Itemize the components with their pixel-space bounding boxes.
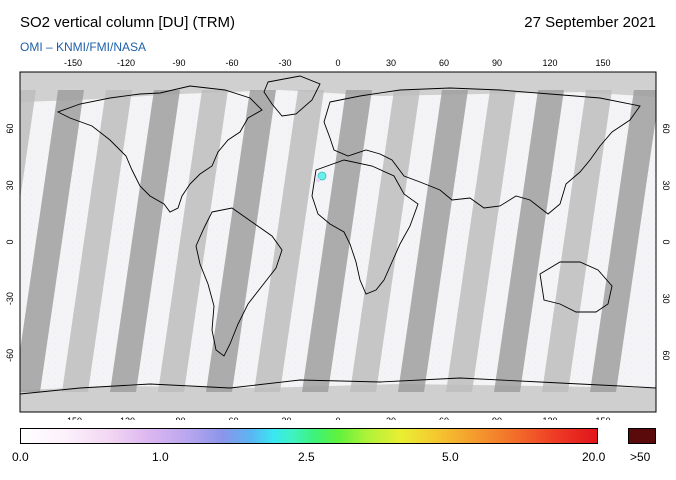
lat-tick-left: 60 (5, 124, 15, 134)
so2-trace-marker (316, 178, 320, 182)
lon-tick-top: -30 (278, 58, 291, 68)
swath-band (110, 90, 180, 392)
lat-tick-left: 0 (5, 239, 15, 244)
africa (311, 159, 419, 295)
swath-band (302, 90, 372, 392)
lat-tick-right: 60 (661, 350, 671, 360)
satellite-swaths (20, 90, 656, 392)
swath-band (254, 90, 324, 392)
credit-line: OMI – KNMI/FMI/NASA (20, 40, 147, 54)
lat-tick-right: 30 (661, 180, 671, 190)
north-america (56, 85, 263, 213)
lat-tick-right: 30 (661, 294, 671, 304)
lat-tick-left: 30 (5, 180, 15, 190)
greenland (263, 75, 321, 117)
swath-band (20, 90, 36, 200)
map-date: 27 September 2021 (524, 14, 656, 31)
axis-ticks: -150 -150 -120 -120 -90 -90 -60 -60 -30 -30 0 0 30 30… (5, 58, 671, 420)
colorbar-label-1: 1.0 (152, 450, 169, 464)
lon-tick-top: 60 (439, 58, 449, 68)
lon-tick-bottom: -120 (117, 416, 135, 420)
lat-tick-right: 60 (661, 124, 671, 134)
lon-tick-bottom: -90 (172, 416, 185, 420)
so2-hotspot-marker[interactable] (317, 171, 327, 181)
swath-band (350, 90, 420, 392)
colorbar-gradient (20, 428, 598, 444)
coastlines (20, 75, 656, 395)
lon-tick-top: 150 (595, 58, 610, 68)
colorbar-label-0: 0.0 (12, 450, 29, 464)
lon-tick-bottom: 60 (439, 416, 449, 420)
lat-tick-left: -30 (5, 292, 15, 305)
swath-band (590, 90, 656, 392)
swath-band (206, 90, 276, 392)
eurasia (323, 87, 641, 215)
swath-band (446, 90, 516, 392)
colorbar-overflow-swatch (628, 428, 656, 444)
lat-tick-right: 0 (661, 239, 671, 244)
lon-tick-top: -150 (64, 58, 82, 68)
lon-tick-top: 90 (492, 58, 502, 68)
arctic-no-data (20, 72, 656, 102)
swath-band (494, 90, 564, 392)
lat-tick-left: -60 (5, 349, 15, 362)
lon-tick-bottom: 150 (595, 416, 610, 420)
lon-tick-bottom: -30 (278, 416, 291, 420)
lon-tick-bottom: -60 (225, 416, 238, 420)
colorbar-label-2: 2.5 (298, 450, 315, 464)
lon-tick-bottom: 0 (335, 416, 340, 420)
swath-band (542, 90, 612, 392)
lon-tick-top: -60 (225, 58, 238, 68)
swath-band (398, 90, 468, 392)
lon-tick-top: 120 (542, 58, 557, 68)
map-title: SO2 vertical column [DU] (TRM) (20, 14, 236, 31)
swath-band (62, 90, 132, 392)
lon-tick-top: -90 (172, 58, 185, 68)
colorbar-label-4: 20.0 (582, 450, 606, 464)
australia (539, 261, 613, 313)
lon-tick-bottom: 120 (542, 416, 557, 420)
lon-tick-bottom: 30 (386, 416, 396, 420)
south-america (195, 207, 283, 357)
swath-band (158, 90, 228, 392)
lon-tick-top: 30 (386, 58, 396, 68)
world-map[interactable]: -150 -150 -120 -120 -90 -90 -60 -60 -30 -30 0 0 30 30… (0, 0, 676, 420)
colorbar-label-3: 5.0 (442, 450, 459, 464)
lon-tick-bottom: -150 (64, 416, 82, 420)
lon-tick-top: -120 (117, 58, 135, 68)
map-frame (19, 71, 657, 413)
lon-tick-top: 0 (335, 58, 340, 68)
lon-tick-bottom: 90 (492, 416, 502, 420)
antarctica (20, 377, 656, 395)
colorbar-overflow-label: >50 (630, 450, 651, 464)
swath-band (20, 90, 84, 392)
